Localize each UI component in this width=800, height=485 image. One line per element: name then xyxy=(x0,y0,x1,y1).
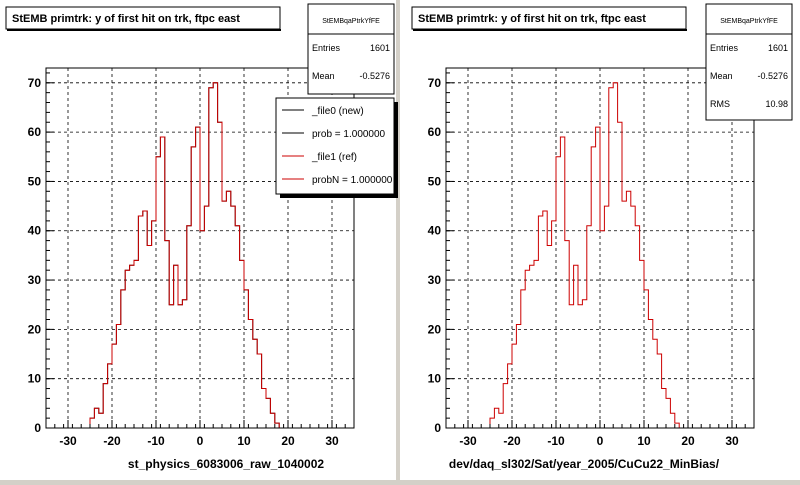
x-tick-label: -30 xyxy=(59,434,77,448)
y-tick-label: 10 xyxy=(428,372,442,386)
x-tick-label: 10 xyxy=(637,434,651,448)
y-tick-label: 70 xyxy=(428,76,442,90)
y-tick-label: 30 xyxy=(428,273,442,287)
y-tick-label: 0 xyxy=(434,421,441,435)
histogram-panel-2: -30 -20 -10 0 10 20 30 0 10 20 30 40 50 60 70 dev/daq_s… xyxy=(400,0,800,480)
x-tick-label: -20 xyxy=(503,434,521,448)
stats-value: 1601 xyxy=(768,43,788,53)
x-axis-label: st_physics_6083006_raw_1040002 xyxy=(128,457,324,471)
x-tick-label: 20 xyxy=(281,434,295,448)
x-tick-label: -10 xyxy=(147,434,165,448)
x-tick-label: 0 xyxy=(597,434,604,448)
x-tick-label: 30 xyxy=(725,434,739,448)
y-tick-label: 60 xyxy=(28,125,42,139)
x-tick-label: -20 xyxy=(103,434,121,448)
stats-value: -0.5276 xyxy=(757,71,788,81)
stats-value: 10.98 xyxy=(765,99,788,109)
y-tick-label: 60 xyxy=(428,125,442,139)
y-tick-label: 40 xyxy=(28,224,42,238)
x-axis-label: dev/daq_sl302/Sat/year_2005/CuCu22_MinBi… xyxy=(449,457,720,471)
x-tick-label: 10 xyxy=(237,434,251,448)
stats-title: StEMBqaPtrkYfFE xyxy=(720,18,778,25)
y-tick-label: 10 xyxy=(28,372,42,386)
chart-title: StEMB primtrk: y of first hit on trk, ft… xyxy=(418,13,646,25)
histogram-series-1 xyxy=(489,82,688,429)
x-tick-label: 0 xyxy=(197,434,204,448)
stats-label: Mean xyxy=(312,71,335,81)
y-tick-label: 20 xyxy=(28,322,42,336)
legend-entry: probN = 1.000000 xyxy=(312,175,393,186)
stats-label: Entries xyxy=(312,43,341,53)
y-tick-label: 30 xyxy=(28,273,42,287)
x-tick-label: 30 xyxy=(325,434,339,448)
y-tick-label: 50 xyxy=(428,174,442,188)
x-tick-label: -10 xyxy=(547,434,565,448)
stats-label: Entries xyxy=(710,43,739,53)
stats-value: 1601 xyxy=(370,43,390,53)
stats-box xyxy=(307,3,395,95)
x-tick-label: 20 xyxy=(681,434,695,448)
legend-entry: _file1 (ref) xyxy=(311,152,357,163)
y-tick-label: 70 xyxy=(28,76,42,90)
y-tick-label: 50 xyxy=(28,174,42,188)
y-tick-label: 40 xyxy=(428,224,442,238)
y-tick-label: 0 xyxy=(34,421,41,435)
histogram-panel-1: -30 -20 -10 0 10 20 30 0 10 20 30 40 50 60 70 st_physic… xyxy=(0,0,398,480)
legend-entry: prob = 1.000000 xyxy=(312,129,386,140)
stats-title: StEMBqaPtrkYfFE xyxy=(322,18,380,25)
histogram-series-2 xyxy=(89,82,288,429)
stats-label: Mean xyxy=(710,71,733,81)
stats-value: -0.5276 xyxy=(359,71,390,81)
stats-label: RMS xyxy=(710,99,730,109)
x-tick-label: -30 xyxy=(459,434,477,448)
legend-box xyxy=(275,97,395,195)
legend-entry: _file0 (new) xyxy=(311,106,364,117)
y-tick-label: 20 xyxy=(428,322,442,336)
chart-title: StEMB primtrk: y of first hit on trk, ft… xyxy=(12,13,240,25)
stats-box xyxy=(705,3,793,121)
